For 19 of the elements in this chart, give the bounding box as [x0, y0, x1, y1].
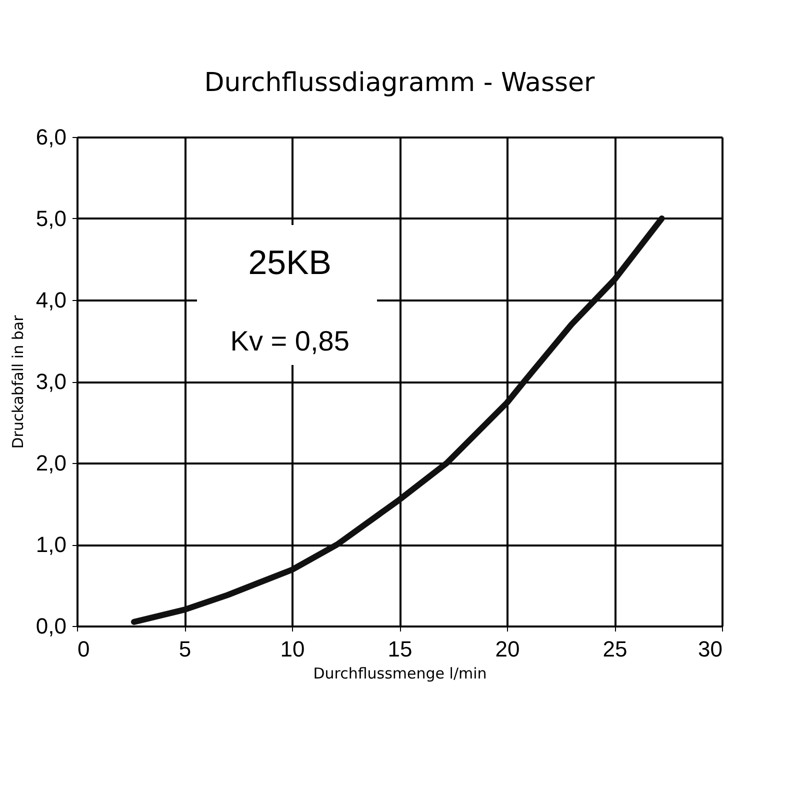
y-tick-label: 3,0 [36, 369, 66, 394]
x-tick-label: 20 [495, 636, 520, 662]
x-tick-label: 25 [602, 636, 628, 662]
chart-title: Durchflussdiagramm - Wasser [204, 68, 596, 98]
x-tick-label: 10 [280, 636, 305, 662]
y-tick-label: 0,0 [36, 614, 66, 638]
x-axis-title: Durchflussmenge l/min [313, 664, 487, 682]
y-tick-label: 6,0 [36, 124, 66, 150]
y-tick-label: 4,0 [36, 288, 66, 312]
x-tick-label: 5 [178, 636, 192, 662]
x-tick-label: 0 [78, 636, 90, 662]
x-tick-label: 15 [388, 636, 412, 662]
annotation: 25KB [248, 244, 332, 282]
annotation: Kv = 0,85 [230, 325, 350, 356]
y-tick-label: 2,0 [36, 450, 66, 476]
y-axis-title: Druckabfall in bar [8, 314, 27, 449]
y-tick-label: 5,0 [36, 206, 66, 231]
x-tick-label: 30 [698, 636, 722, 662]
y-tick-label: 1,0 [36, 532, 66, 557]
